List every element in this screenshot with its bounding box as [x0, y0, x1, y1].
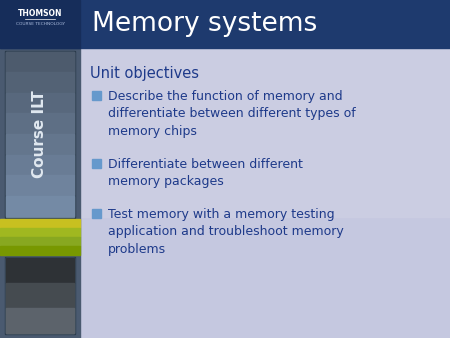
- Text: Unit objectives: Unit objectives: [90, 66, 199, 81]
- Bar: [6, 52, 74, 217]
- Bar: [92, 91, 101, 100]
- Text: COURSE TECHNOLOGY: COURSE TECHNOLOGY: [15, 22, 64, 26]
- Text: Course ILT: Course ILT: [32, 91, 48, 178]
- Text: Describe the function of memory and
differentiate between different types of
mem: Describe the function of memory and diff…: [108, 90, 356, 138]
- Bar: [0, 0, 80, 48]
- Text: Memory systems: Memory systems: [92, 11, 317, 37]
- Bar: [6, 196, 74, 216]
- Text: Test memory with a memory testing
application and troubleshoot memory
problems: Test memory with a memory testing applic…: [108, 208, 344, 256]
- Bar: [6, 175, 74, 195]
- Bar: [6, 258, 74, 283]
- Bar: [5, 257, 75, 334]
- Bar: [6, 72, 74, 92]
- Text: THOMSON: THOMSON: [18, 9, 62, 19]
- Bar: [6, 308, 74, 333]
- Bar: [5, 51, 75, 218]
- Bar: [6, 113, 74, 133]
- Bar: [6, 134, 74, 154]
- Bar: [0, 246, 80, 255]
- Text: Differentiate between different
memory packages: Differentiate between different memory p…: [108, 158, 303, 189]
- Bar: [0, 228, 80, 237]
- Bar: [6, 52, 74, 72]
- Bar: [0, 48, 80, 338]
- Bar: [6, 93, 74, 113]
- Bar: [92, 209, 101, 218]
- Bar: [92, 159, 101, 168]
- Bar: [6, 155, 74, 175]
- Bar: [0, 219, 80, 228]
- Bar: [0, 0, 450, 48]
- Bar: [0, 237, 80, 246]
- Bar: [6, 258, 74, 333]
- Bar: [80, 48, 450, 217]
- Bar: [6, 283, 74, 308]
